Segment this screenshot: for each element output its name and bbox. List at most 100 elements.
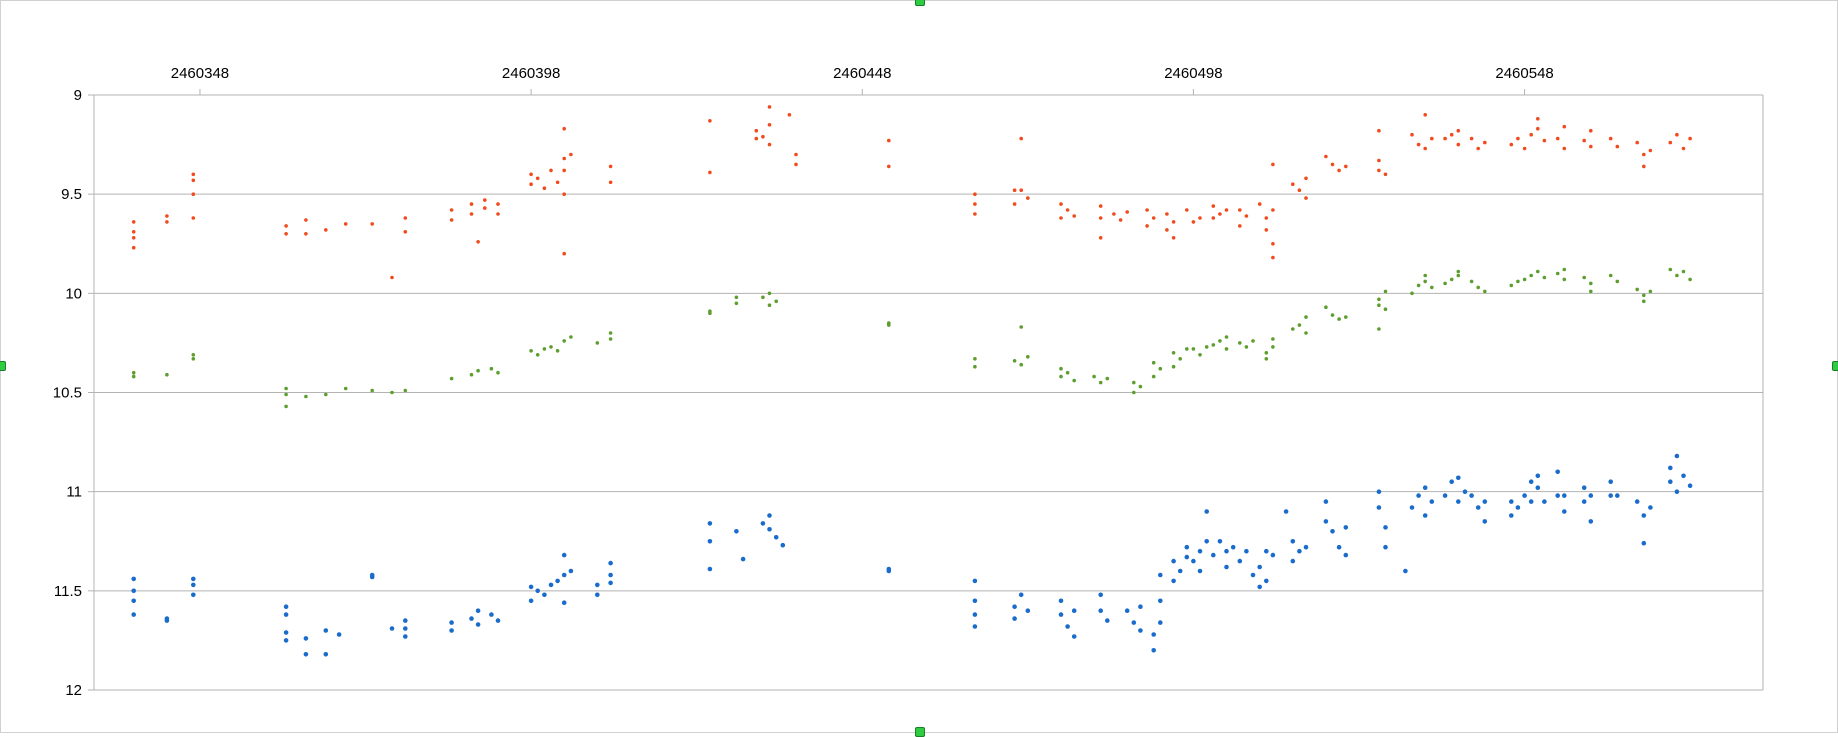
series-0-point-116 bbox=[1449, 132, 1454, 137]
series-1-point-45 bbox=[1059, 366, 1063, 371]
series-1-point-12 bbox=[390, 390, 394, 395]
series-1-point-51 bbox=[1105, 376, 1110, 381]
series-0-point-120 bbox=[1476, 146, 1480, 151]
series-2-point-71 bbox=[1098, 592, 1103, 598]
series-2-point-164 bbox=[1681, 473, 1686, 479]
y-tick-labels: 9 9.5 10 10.5 11 11.5 12 bbox=[53, 87, 94, 699]
series-2-point-141 bbox=[1528, 479, 1534, 485]
series-0-point-97 bbox=[1271, 162, 1275, 167]
series-1-point-104 bbox=[1529, 273, 1533, 278]
series-0-point-11 bbox=[284, 232, 288, 236]
series-0-point-42 bbox=[608, 180, 613, 185]
series-0-point-43 bbox=[708, 119, 712, 123]
series-0-point-10 bbox=[284, 224, 288, 228]
series-2-point-114 bbox=[1336, 544, 1342, 550]
series-1-point-117 bbox=[1642, 299, 1646, 304]
series-2-point-153 bbox=[1608, 479, 1613, 485]
series-0-point-27 bbox=[496, 202, 500, 206]
series-0-point-9 bbox=[191, 216, 196, 220]
series-2-point-41 bbox=[595, 582, 600, 588]
series-0-point-141 bbox=[1668, 140, 1673, 145]
series-2-point-137 bbox=[1509, 513, 1514, 518]
series-2-point-150 bbox=[1581, 485, 1587, 491]
series-1-point-64 bbox=[1204, 345, 1209, 349]
series-2-point-29 bbox=[489, 612, 494, 617]
resize-handle-left[interactable] bbox=[0, 361, 6, 371]
series-0-point-54 bbox=[887, 138, 891, 143]
series-2-point-74 bbox=[1124, 608, 1130, 613]
series-0-point-134 bbox=[1589, 128, 1593, 133]
series-2-point-135 bbox=[1482, 499, 1488, 504]
series-1-point-14 bbox=[449, 376, 454, 381]
series-1-point-69 bbox=[1238, 341, 1242, 345]
series-2-point-10 bbox=[283, 612, 289, 617]
series-0-point-51 bbox=[794, 152, 798, 157]
series-2-point-78 bbox=[1151, 632, 1156, 637]
series-1-point-102 bbox=[1516, 279, 1520, 284]
series-2-point-123 bbox=[1416, 493, 1421, 498]
series-2-point-61 bbox=[972, 624, 978, 629]
series-2-point-55 bbox=[780, 542, 786, 548]
series-1-point-96 bbox=[1456, 273, 1461, 278]
series-0-point-110 bbox=[1410, 132, 1414, 137]
series-1-point-100 bbox=[1483, 289, 1487, 294]
series-2-point-138 bbox=[1515, 505, 1521, 510]
series-2-point-133 bbox=[1475, 505, 1481, 510]
series-2-point-49 bbox=[734, 529, 739, 534]
series-1-point-107 bbox=[1555, 271, 1560, 276]
series-0-point-18 bbox=[403, 216, 408, 220]
series-1-point-54 bbox=[1138, 384, 1143, 389]
series-2-point-104 bbox=[1264, 548, 1269, 554]
series-1-point-57 bbox=[1158, 366, 1163, 371]
series-2-point-160 bbox=[1668, 465, 1673, 471]
series-0-point-127 bbox=[1536, 117, 1540, 121]
series-0-point-136 bbox=[1615, 144, 1620, 149]
series-0-point-76 bbox=[1151, 216, 1156, 220]
series-0-point-24 bbox=[476, 240, 480, 244]
series-2-point-92 bbox=[1204, 539, 1209, 544]
series-2-point-127 bbox=[1442, 493, 1448, 498]
series-2-point-22 bbox=[403, 626, 408, 631]
series-2-point-60 bbox=[972, 612, 978, 617]
series-0-point-74 bbox=[1145, 208, 1149, 212]
resize-handle-right[interactable] bbox=[1832, 361, 1838, 371]
series-0-point-94 bbox=[1271, 208, 1275, 212]
series-2-point-162 bbox=[1674, 453, 1680, 459]
series-0-point-39 bbox=[562, 126, 566, 131]
data-points bbox=[131, 105, 1693, 657]
series-0-point-102 bbox=[1324, 154, 1328, 159]
series-0-point-114 bbox=[1430, 136, 1434, 141]
series-1-point-38 bbox=[887, 323, 891, 327]
series-1-point-52 bbox=[1132, 380, 1136, 385]
series-2-point-32 bbox=[528, 598, 534, 604]
series-1-point-83 bbox=[1344, 315, 1348, 319]
series-1-point-108 bbox=[1562, 277, 1567, 282]
series-0-point-86 bbox=[1218, 212, 1222, 216]
series-2-point-158 bbox=[1641, 540, 1647, 546]
series-2-point-9 bbox=[283, 604, 289, 609]
series-0-point-69 bbox=[1098, 216, 1103, 220]
series-2-point-44 bbox=[608, 572, 613, 578]
series-2-point-53 bbox=[767, 527, 772, 532]
resize-handle-top[interactable] bbox=[915, 0, 925, 6]
series-2-point-101 bbox=[1257, 564, 1262, 570]
series-0-point-113 bbox=[1423, 113, 1427, 117]
series-1-point-36 bbox=[774, 299, 778, 304]
series-0-point-122 bbox=[1509, 142, 1514, 147]
series-1-point-78 bbox=[1304, 331, 1308, 335]
series-1-point-4 bbox=[191, 357, 196, 361]
series-2-point-35 bbox=[548, 582, 554, 588]
series-0-point-26 bbox=[483, 206, 487, 210]
series-2-point-76 bbox=[1138, 628, 1143, 633]
series-2-point-17 bbox=[336, 632, 342, 637]
series-0-point-130 bbox=[1562, 146, 1567, 151]
series-0-point-119 bbox=[1469, 136, 1474, 141]
series-2-point-48 bbox=[707, 566, 713, 572]
series-1-point-76 bbox=[1291, 327, 1295, 331]
series-0-point-44 bbox=[708, 170, 712, 175]
series-2-point-126 bbox=[1429, 499, 1435, 504]
series-2-point-47 bbox=[707, 539, 713, 544]
series-2-point-39 bbox=[561, 552, 567, 558]
series-2-point-77 bbox=[1138, 604, 1143, 609]
series-1-point-8 bbox=[304, 394, 308, 399]
